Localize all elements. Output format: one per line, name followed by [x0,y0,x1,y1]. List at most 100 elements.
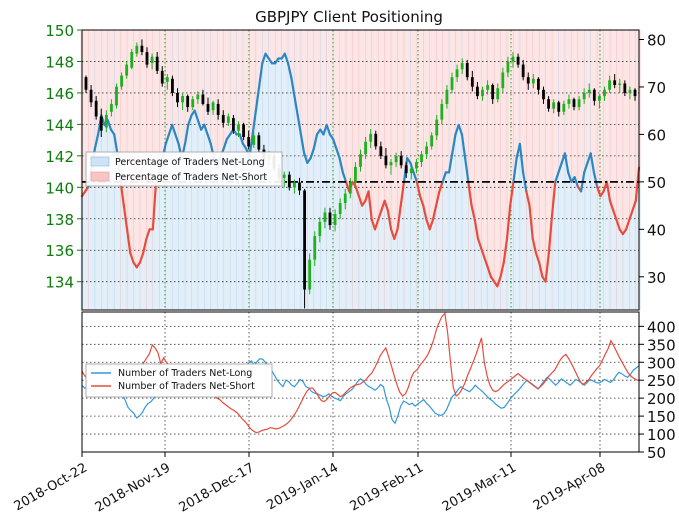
sentiment-segment [399,180,406,207]
candle-body [140,45,144,53]
legend-box [85,363,273,398]
legend-label: Percentage of Traders Net-Short [115,172,267,183]
right-tick-label: 30 [647,269,666,287]
net-long-area-bar [135,267,139,310]
sentiment-segment [142,237,148,255]
net-short-area-bar [141,30,146,254]
sentiment-segment [470,204,476,221]
candle-body [94,100,98,117]
net-short-area-bar [605,30,609,182]
net-long-area-bar [296,115,300,310]
net-long-area-bar [592,172,596,310]
candle-body [242,124,245,137]
sentiment-segment [505,204,512,240]
sentiment-segment [396,204,402,231]
candle-body [369,133,373,142]
net-long-area-bar [341,172,345,310]
net-long-area-bar [218,158,223,310]
right-tick-label: 50 [647,444,666,462]
net-long-area-bar [611,210,616,310]
candle-body [409,168,413,174]
net-short-area-bar [630,30,635,211]
net-long-area-bar [373,229,377,310]
sentiment-segment [563,152,570,174]
sentiment-segment [171,123,177,136]
net-short-area-bar [296,30,300,116]
sentiment-segment [203,123,209,136]
net-short-area-bar [199,30,204,130]
candle-body [354,166,357,183]
net-long-area-bar [315,134,320,310]
candle-body [226,116,230,123]
sentiment-segment [122,204,129,231]
sentiment-segment [464,157,470,183]
x-tick-label: 2018-Nov-19 [93,460,173,515]
sentiment-segment [293,95,299,117]
sentiment-segment [183,123,190,145]
sentiment-segment [412,171,418,183]
net-long-area-bar [289,77,294,310]
candle-body [287,174,291,188]
candle-body [440,103,444,120]
candle-body [420,154,423,163]
net-short-area-bar [437,30,442,192]
legend-swatch [90,171,110,182]
net-long-area-bar [347,191,352,310]
net-long-area-bar [450,153,455,310]
sentiment-segment [447,152,454,174]
x-axis: 2018-Oct-22 2018-Nov-19 2018-Dec-17 2019-Ja… [12,452,608,516]
candle-body [445,89,449,104]
net-short-area-bar [212,30,217,159]
sentiment-segment [441,171,447,183]
candle-body [374,133,378,147]
net-short-area-bar [469,30,474,206]
net-long-area-bar [495,286,500,310]
net-short-area-bar [476,30,481,239]
candle-body [603,89,606,97]
legend-label: Percentage of Traders Net-Long [115,157,265,168]
candle-body [135,45,139,54]
sentiment-segment [373,218,380,231]
net-short-area-bar [308,30,313,159]
sentiment-segment [254,85,261,112]
net-long-area-bar [308,158,313,310]
candle-body [455,69,459,78]
legend-label: Number of Traders Net-Short [118,381,255,392]
sentiment-segment [451,133,457,155]
sentiment-segment [325,123,332,136]
net-long-area-bar [96,134,101,310]
net-short-area-bar [515,30,519,159]
net-short-area-bar [624,30,629,230]
net-short-area-bar [167,30,171,135]
sentiment-segment [625,218,631,231]
candle-body [470,77,474,87]
candle-body [389,162,393,166]
net-long-area-bar [334,148,339,310]
candle-body [303,190,306,290]
net-long-area-bar [90,167,94,310]
candle-body [598,96,601,101]
candle-body [547,99,550,109]
sentiment-segment [283,52,290,65]
candle-body [313,236,317,260]
candle-body [359,154,362,167]
sentiment-segment [303,152,309,164]
candle-body [191,99,195,108]
net-short-area-bar [193,30,197,111]
candle-body [481,89,484,97]
net-short-area-bar [135,30,139,268]
sentiment-segment [615,218,621,231]
net-short-area-bar [173,30,178,135]
net-short-area-bar [373,30,377,230]
candle-body [613,80,617,86]
net-long-area-bar [572,177,577,310]
net-long-area-bar [231,129,236,310]
net-short-area-bar [180,30,184,159]
candle-body [572,99,576,108]
net-long-area-bar [392,238,397,310]
net-long-area-bar [160,158,165,310]
candle-body [115,86,118,106]
sentiment-segment [138,251,145,264]
net-long-area-bar [379,210,384,310]
